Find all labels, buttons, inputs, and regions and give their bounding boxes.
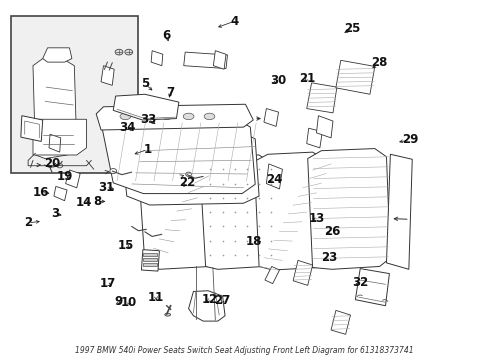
Text: 14: 14 bbox=[76, 195, 92, 209]
Circle shape bbox=[124, 49, 132, 55]
Polygon shape bbox=[183, 52, 227, 68]
Text: 29: 29 bbox=[401, 134, 417, 147]
Polygon shape bbox=[65, 170, 80, 188]
Circle shape bbox=[110, 168, 116, 174]
Text: 13: 13 bbox=[308, 212, 324, 225]
Bar bbox=[11, 16, 137, 173]
Text: 17: 17 bbox=[99, 277, 115, 290]
Polygon shape bbox=[102, 118, 255, 194]
Text: 16: 16 bbox=[33, 186, 49, 199]
Polygon shape bbox=[307, 149, 389, 269]
Text: 18: 18 bbox=[245, 235, 262, 248]
Text: 31: 31 bbox=[98, 181, 114, 194]
Polygon shape bbox=[33, 59, 77, 158]
Text: 11: 11 bbox=[147, 291, 164, 304]
Polygon shape bbox=[213, 51, 225, 69]
Bar bbox=[143, 263, 157, 266]
Text: 8: 8 bbox=[93, 195, 102, 208]
Polygon shape bbox=[101, 66, 114, 85]
Bar bbox=[143, 253, 157, 256]
Text: 30: 30 bbox=[270, 74, 286, 87]
Polygon shape bbox=[264, 266, 279, 284]
Ellipse shape bbox=[203, 113, 214, 120]
Text: 20: 20 bbox=[44, 157, 61, 170]
Text: 28: 28 bbox=[371, 56, 387, 69]
Polygon shape bbox=[120, 131, 259, 205]
Polygon shape bbox=[316, 116, 332, 138]
Text: 2: 2 bbox=[24, 216, 32, 229]
Text: 12: 12 bbox=[201, 293, 217, 306]
Text: 23: 23 bbox=[321, 251, 337, 264]
Circle shape bbox=[185, 172, 191, 176]
Polygon shape bbox=[188, 291, 224, 321]
Polygon shape bbox=[49, 134, 61, 152]
Polygon shape bbox=[266, 164, 282, 189]
Ellipse shape bbox=[183, 113, 194, 120]
Polygon shape bbox=[21, 116, 42, 141]
Text: 32: 32 bbox=[351, 276, 367, 289]
Ellipse shape bbox=[164, 313, 170, 316]
Bar bbox=[143, 258, 157, 261]
Polygon shape bbox=[355, 269, 388, 306]
Ellipse shape bbox=[161, 113, 172, 120]
Polygon shape bbox=[292, 260, 312, 285]
Text: 27: 27 bbox=[214, 294, 230, 307]
Text: 34: 34 bbox=[120, 121, 136, 134]
Text: 10: 10 bbox=[121, 296, 137, 309]
Circle shape bbox=[57, 163, 62, 168]
Text: 21: 21 bbox=[299, 72, 315, 85]
Polygon shape bbox=[200, 155, 276, 269]
Text: 3: 3 bbox=[51, 207, 59, 220]
Polygon shape bbox=[335, 60, 374, 94]
Polygon shape bbox=[330, 310, 350, 334]
Polygon shape bbox=[54, 186, 67, 201]
Polygon shape bbox=[42, 48, 72, 62]
Text: 9: 9 bbox=[114, 295, 122, 308]
Polygon shape bbox=[138, 159, 222, 269]
Text: 4: 4 bbox=[230, 14, 239, 27]
Polygon shape bbox=[264, 109, 278, 126]
Ellipse shape bbox=[139, 113, 150, 120]
Polygon shape bbox=[386, 154, 411, 269]
Text: 25: 25 bbox=[344, 22, 360, 35]
Text: 26: 26 bbox=[323, 225, 340, 238]
Polygon shape bbox=[96, 104, 253, 130]
Polygon shape bbox=[141, 249, 159, 271]
Polygon shape bbox=[254, 152, 331, 270]
Text: 6: 6 bbox=[162, 29, 170, 42]
Text: 22: 22 bbox=[179, 176, 195, 189]
Text: 1: 1 bbox=[143, 143, 151, 156]
Text: 15: 15 bbox=[117, 239, 133, 252]
Text: 5: 5 bbox=[141, 77, 149, 90]
Polygon shape bbox=[151, 51, 163, 66]
Text: 19: 19 bbox=[56, 170, 73, 183]
Ellipse shape bbox=[120, 113, 130, 120]
Polygon shape bbox=[113, 94, 179, 120]
Text: 33: 33 bbox=[140, 113, 156, 126]
Text: 7: 7 bbox=[166, 86, 174, 99]
Circle shape bbox=[115, 49, 122, 55]
Text: 24: 24 bbox=[266, 173, 282, 186]
Polygon shape bbox=[306, 83, 336, 113]
Polygon shape bbox=[306, 128, 322, 148]
Polygon shape bbox=[33, 119, 86, 155]
Text: 1997 BMW 540i Power Seats Switch Seat Adjusting Front Left Diagram for 613183737: 1997 BMW 540i Power Seats Switch Seat Ad… bbox=[75, 346, 413, 355]
